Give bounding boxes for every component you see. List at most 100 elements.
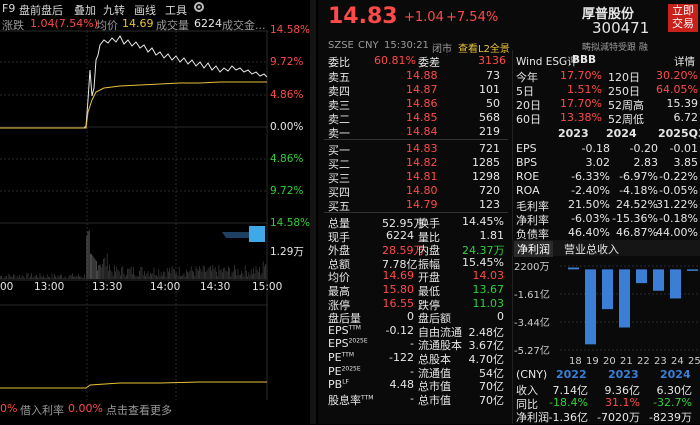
toolbar-prepost[interactable]: 盘前盘后 (19, 2, 63, 18)
volume-bar (168, 272, 169, 279)
volume-bar (223, 268, 224, 279)
volume-bar (109, 265, 110, 279)
ask-price: 14.87 (406, 83, 438, 96)
stat-value: 16.55 (382, 297, 414, 310)
stat-row: EPS2025E - 流通股本 3.67亿 (318, 337, 508, 351)
volume-bar (248, 272, 249, 279)
volume-bar (157, 277, 158, 279)
fin-value: -2.40% (560, 184, 610, 197)
volume-bar (149, 276, 150, 279)
fin-value: -0.05% (648, 184, 698, 197)
volume-bar (161, 272, 162, 279)
volume-bar (210, 266, 211, 279)
stat-row: 盘后量 0 盘后额 0 (318, 310, 508, 324)
fin-value: -0.18% (648, 212, 698, 225)
volume-bar (197, 269, 198, 279)
volume-bar (155, 275, 156, 279)
volume-bar (132, 274, 133, 279)
volume-bar (239, 275, 240, 279)
volume-bar (227, 272, 228, 279)
toolbar-tools[interactable]: 工具 (165, 2, 187, 18)
trade-now-button[interactable]: 立即 交易 (668, 4, 698, 32)
intraday-chart-svg[interactable] (0, 0, 307, 424)
time-label: 14:30 (200, 281, 230, 293)
fin-label: ROE (516, 170, 539, 183)
axis-pct-zero: 0.00% (270, 121, 303, 133)
volume-bar (139, 271, 140, 279)
bar-x-label: 23 (654, 356, 667, 367)
volume-bar (200, 269, 201, 279)
fin-label: EPS (516, 142, 537, 155)
volume-bar (233, 271, 234, 279)
fin-value: 3.85 (648, 156, 698, 169)
volume-bar (253, 268, 254, 279)
cursor-marker[interactable] (249, 226, 265, 242)
ask-row[interactable]: 卖二 14.85 568 (318, 111, 508, 125)
toolbar-f9[interactable]: F9 (2, 2, 15, 15)
esg-detail-link[interactable]: 详情 (674, 54, 695, 69)
axis-pct: 4.86% (270, 153, 303, 165)
volume-bar (32, 278, 33, 279)
see-more-link[interactable]: 点击查看更多 (106, 402, 172, 418)
ask-row[interactable]: 卖一 14.84 219 (318, 125, 508, 139)
bar-x-label: 19 (586, 356, 599, 367)
gear-icon[interactable] (192, 0, 206, 17)
net-profit-bar (653, 269, 664, 290)
ask-row[interactable]: 卖三 14.86 50 (318, 97, 508, 111)
volume-bar (179, 266, 180, 279)
ask-row[interactable]: 卖五 14.88 73 (318, 69, 508, 83)
tab-net-profit[interactable]: 净利润 (514, 241, 553, 257)
net-profit-bar (670, 269, 681, 298)
volume-bar (186, 270, 187, 279)
ask-row[interactable]: 卖四 14.87 101 (318, 83, 508, 97)
volume-bar (80, 276, 81, 279)
volume-bar (30, 276, 31, 279)
volume-bar (244, 277, 245, 279)
tab-revenue[interactable]: 营业总收入 (564, 241, 619, 257)
ask-price: 14.84 (406, 125, 438, 138)
panel-divider[interactable] (310, 0, 316, 424)
volume-bar (178, 276, 179, 279)
volume-bar (258, 272, 259, 279)
volume-bar (238, 269, 239, 279)
volume-bar (98, 265, 99, 279)
annual-value: -1.36亿 (542, 409, 588, 425)
volume-bar (43, 276, 44, 279)
volume-bar (194, 276, 195, 279)
l2-link[interactable]: 查看L2全景 (458, 40, 510, 55)
volume-bar (46, 278, 47, 279)
esg-rating: BBB (572, 54, 596, 66)
time-label: 00 (0, 281, 13, 293)
fin-value: 3.02 (560, 156, 610, 169)
toolbar-overlay[interactable]: 叠加 (74, 2, 96, 18)
stat-row: 均价 14.69 开盘 14.03 (318, 269, 508, 283)
volume-bar (163, 271, 164, 279)
net-profit-bar (687, 269, 698, 271)
volume-bar (11, 277, 12, 279)
stat-label: PE2025E (328, 365, 361, 378)
volume-bar (187, 272, 188, 279)
volume-bar (115, 272, 116, 279)
volume-bar (150, 273, 151, 279)
market-status: 闭市 (432, 40, 452, 55)
volume-bar (70, 275, 71, 279)
volume-value: 6224 (194, 17, 222, 30)
stat-value-2: 13.67 (462, 283, 504, 296)
toolbar-draw-line[interactable]: 画线 (134, 2, 156, 18)
volume-bar (247, 277, 248, 279)
volume-bar (164, 272, 165, 279)
volume-bar (36, 275, 37, 279)
net-profit-bar (585, 269, 596, 344)
perf-row: 20日 17.70% 52周高 15.39 (512, 97, 700, 111)
volume-bar (120, 275, 121, 279)
fin-value: 44.00% (648, 226, 698, 239)
volume-bar (54, 274, 55, 279)
perf-value: 13.38% (552, 111, 602, 124)
volume-bar (79, 276, 80, 279)
volume-bar (23, 276, 24, 279)
stat-sup: 2025E (349, 338, 368, 345)
volume-bar (216, 272, 217, 279)
toolbar-nine-turn[interactable]: 九转 (103, 2, 125, 18)
annual-value: -7020万 (594, 409, 640, 425)
